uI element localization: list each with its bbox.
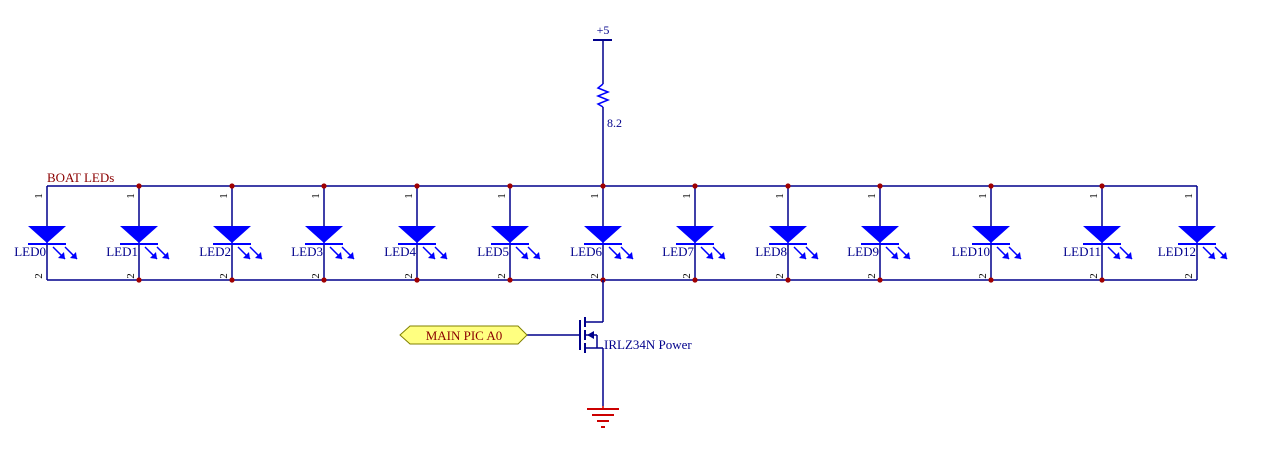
led-9: LED9 1 2 — [847, 183, 911, 283]
led-pin-1: 1 — [866, 193, 878, 199]
led-designator: LED3 — [291, 244, 323, 259]
led-pin-2: 2 — [125, 273, 137, 279]
led-diode-symbol — [120, 226, 158, 243]
led-diode-symbol — [1083, 226, 1121, 243]
junction-dot — [988, 277, 994, 283]
led-pin-1: 1 — [218, 193, 230, 199]
led-designator: LED7 — [662, 244, 694, 259]
led-pin-1: 1 — [496, 193, 508, 199]
junction-dot — [785, 277, 791, 283]
led-designator: LED2 — [199, 244, 231, 259]
led-pin-2: 2 — [1183, 273, 1195, 279]
led-3: LED3 1 2 — [291, 183, 355, 283]
supply-label: +5 — [597, 23, 610, 37]
led-pin-2: 2 — [218, 273, 230, 279]
led-diode-symbol — [1178, 226, 1216, 243]
led-2: LED2 1 2 — [199, 183, 263, 283]
led-4: LED4 1 2 — [384, 183, 448, 283]
led-8: LED8 1 2 — [755, 183, 819, 283]
junction-dot — [1099, 277, 1105, 283]
led-diode-symbol — [28, 226, 66, 243]
led-pin-2: 2 — [589, 273, 601, 279]
led-designator: LED6 — [570, 244, 602, 259]
led-pin-1: 1 — [33, 193, 45, 199]
led-5: LED5 1 2 — [477, 183, 541, 283]
led-pin-2: 2 — [496, 273, 508, 279]
led-designator: LED1 — [106, 244, 138, 259]
junction-dot — [136, 183, 142, 189]
junction-dot — [414, 183, 420, 189]
led-11: LED11 1 2 — [1063, 183, 1133, 283]
led-designator: LED8 — [755, 244, 787, 259]
led-6: LED6 1 2 — [570, 183, 634, 283]
led-pin-1: 1 — [589, 193, 601, 199]
led-diode-symbol — [584, 226, 622, 243]
junction-dot — [136, 277, 142, 283]
led-designator: LED10 — [952, 244, 990, 259]
led-diode-symbol — [676, 226, 714, 243]
led-designator: LED9 — [847, 244, 879, 259]
led-pin-1: 1 — [1088, 193, 1100, 199]
led-1: LED1 1 2 — [106, 183, 170, 283]
led-diode-symbol — [398, 226, 436, 243]
led-10: LED10 1 2 — [952, 183, 1022, 283]
led-designator: LED12 — [1158, 244, 1196, 259]
led-pin-1: 1 — [310, 193, 322, 199]
junction-dot — [507, 277, 513, 283]
led-designator: LED5 — [477, 244, 509, 259]
mosfet-label: IRLZ34N Power — [604, 337, 692, 352]
supply-symbol: +5 — [593, 23, 612, 84]
led-12: LED12 1 2 — [1158, 186, 1228, 280]
mosfet: IRLZ34N Power — [527, 280, 692, 406]
led-pin-2: 2 — [403, 273, 415, 279]
led-diode-symbol — [861, 226, 899, 243]
ground-symbol — [587, 406, 619, 428]
junction-dot — [507, 183, 513, 189]
led-diode-symbol — [305, 226, 343, 243]
led-pin-2: 2 — [866, 273, 878, 279]
led-pin-2: 2 — [977, 273, 989, 279]
resistor-value: 8.2 — [607, 116, 622, 130]
led-designator: LED0 — [14, 244, 46, 259]
led-0: LED0 1 2 — [14, 186, 78, 280]
led-designator: LED4 — [384, 244, 416, 259]
led-array: LED012LED112LED212LED312LED412LED512LED6… — [14, 183, 1228, 283]
junction-dot — [877, 277, 883, 283]
junction-dot — [1099, 183, 1105, 189]
led-pin-1: 1 — [125, 193, 137, 199]
led-pin-2: 2 — [774, 273, 786, 279]
junction-dot — [600, 183, 606, 189]
net-label-boat-leds: BOAT LEDs — [47, 170, 114, 185]
junction-dot — [414, 277, 420, 283]
junction-dot — [692, 183, 698, 189]
led-diode-symbol — [491, 226, 529, 243]
junction-dot — [988, 183, 994, 189]
led-diode-symbol — [769, 226, 807, 243]
led-pin-2: 2 — [33, 273, 45, 279]
led-pin-2: 2 — [310, 273, 322, 279]
led-diode-symbol — [213, 226, 251, 243]
led-designator: LED11 — [1063, 244, 1101, 259]
led-pin-1: 1 — [774, 193, 786, 199]
current-limit-resistor: 8.2 — [595, 83, 622, 186]
led-pin-1: 1 — [403, 193, 415, 199]
junction-dot — [321, 277, 327, 283]
junction-dot — [229, 277, 235, 283]
led-pin-1: 1 — [681, 193, 693, 199]
junction-dot — [229, 183, 235, 189]
led-pin-1: 1 — [977, 193, 989, 199]
junction-dot — [692, 277, 698, 283]
junction-dot — [877, 183, 883, 189]
led-diode-symbol — [972, 226, 1010, 243]
led-pin-2: 2 — [1088, 273, 1100, 279]
led-7: LED7 1 2 — [662, 183, 726, 283]
port-main-pic-a0: MAIN PIC A0 — [399, 325, 528, 345]
led-pin-1: 1 — [1183, 193, 1195, 199]
port-label: MAIN PIC A0 — [426, 328, 503, 343]
junction-dot — [785, 183, 791, 189]
junction-dot — [321, 183, 327, 189]
led-pin-2: 2 — [681, 273, 693, 279]
